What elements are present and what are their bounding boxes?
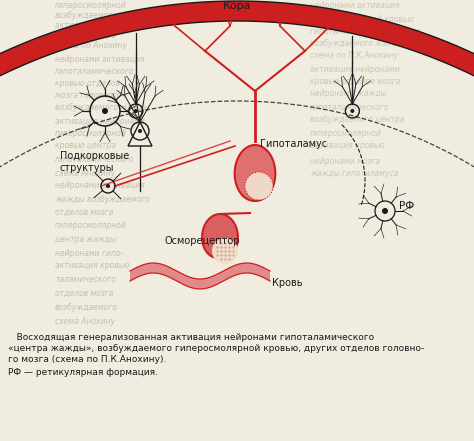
Text: гипоталамического: гипоталамического	[55, 154, 134, 164]
Text: нейронами активация: нейронами активация	[55, 182, 145, 191]
Text: возбуждаемого жажды: возбуждаемого жажды	[55, 104, 150, 112]
Text: Восходящая генерализованная активация нейронами гипоталамического: Восходящая генерализованная активация не…	[8, 333, 374, 342]
Text: отделов мозга: отделов мозга	[55, 288, 113, 298]
Text: нейронами мозга: нейронами мозга	[310, 157, 380, 165]
Circle shape	[138, 129, 142, 133]
Text: Осморецептор: Осморецептор	[165, 236, 240, 246]
Circle shape	[102, 108, 108, 114]
Text: кровью отделов мозга: кровью отделов мозга	[310, 76, 401, 86]
Text: кровью центра: кровью центра	[55, 142, 116, 150]
Text: гиперосмолярной: гиперосмолярной	[55, 220, 127, 229]
Text: активация кровью: активация кровью	[55, 262, 129, 270]
Circle shape	[212, 238, 238, 264]
Text: возбуждаемого: возбуждаемого	[55, 11, 118, 20]
Polygon shape	[202, 214, 238, 258]
Text: таламического: таламического	[55, 276, 116, 284]
Text: го мозга (схема по П.К.Анохину).: го мозга (схема по П.К.Анохину).	[8, 355, 166, 364]
Text: гипоталамического центра: гипоталамического центра	[310, 26, 421, 35]
Text: схема по П.К.Анохину: схема по П.К.Анохину	[310, 52, 398, 60]
Text: активация нейронами: активация нейронами	[55, 116, 145, 126]
Text: гипоталамического: гипоталамического	[310, 102, 389, 112]
Circle shape	[134, 109, 138, 113]
Text: нейронами гипо-: нейронами гипо-	[55, 248, 123, 258]
Text: гиперосмолярной: гиперосмолярной	[55, 128, 127, 138]
Text: жажды возбуждаемого: жажды возбуждаемого	[55, 194, 150, 203]
Text: возбуждаемого: возбуждаемого	[55, 303, 118, 313]
Text: кровью отделов: кровью отделов	[55, 79, 120, 89]
Text: гипоталамического: гипоталамического	[55, 67, 134, 75]
Text: РФ — ретикулярная формация.: РФ — ретикулярная формация.	[8, 368, 158, 377]
Circle shape	[245, 172, 273, 200]
Text: схема по Анохину: схема по Анохину	[55, 41, 127, 51]
Text: жажды центра: жажды центра	[55, 31, 116, 41]
Text: гиперосмолярной: гиперосмолярной	[310, 128, 382, 138]
Text: Подкорковые
структуры: Подкорковые структуры	[60, 151, 129, 172]
Text: гиперосмолярной кровью: гиперосмолярной кровью	[310, 15, 414, 23]
Circle shape	[382, 208, 388, 214]
Text: возбуждаемого центра: возбуждаемого центра	[310, 116, 404, 124]
Text: мозга головного: мозга головного	[55, 91, 121, 101]
Text: отделов мозга: отделов мозга	[55, 208, 113, 217]
Circle shape	[106, 184, 110, 188]
Text: нейронами жажды: нейронами жажды	[310, 90, 387, 98]
Text: активации нейронами: активации нейронами	[55, 22, 145, 30]
Text: гиперосмолярной: гиперосмолярной	[55, 1, 127, 11]
Text: возбуждаемого жажды: возбуждаемого жажды	[310, 38, 405, 48]
Text: активация нейронами: активация нейронами	[310, 64, 400, 74]
Text: Кора: Кора	[223, 1, 251, 11]
Text: нейронами активация: нейронами активация	[310, 1, 400, 11]
Text: жажды гипоталамуса: жажды гипоталамуса	[310, 169, 398, 179]
Text: центра жажды: центра жажды	[55, 235, 116, 243]
Text: схема Анохину: схема Анохину	[55, 168, 115, 177]
Text: Гипоталамус: Гипоталамус	[260, 139, 327, 149]
Text: РФ: РФ	[399, 201, 414, 211]
Text: нейронами активация: нейронами активация	[55, 55, 145, 64]
Polygon shape	[235, 145, 275, 201]
Text: активация кровью: активация кровью	[310, 142, 384, 150]
Text: схема Анохину: схема Анохину	[55, 318, 115, 326]
Circle shape	[350, 109, 355, 113]
Text: «центра жажды», возбуждаемого гиперосмолярной кровью, других отделов головно-: «центра жажды», возбуждаемого гиперосмол…	[8, 344, 424, 353]
Text: Кровь: Кровь	[272, 278, 302, 288]
